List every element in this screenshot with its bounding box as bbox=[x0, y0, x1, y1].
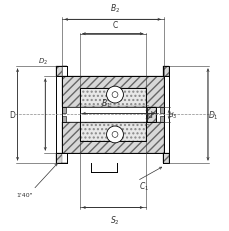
Text: 1'40": 1'40" bbox=[16, 192, 33, 197]
Text: $D_2$: $D_2$ bbox=[38, 56, 48, 67]
Text: C: C bbox=[112, 21, 117, 30]
Polygon shape bbox=[62, 76, 163, 107]
Text: d: d bbox=[147, 110, 152, 119]
Polygon shape bbox=[162, 67, 169, 76]
Circle shape bbox=[106, 126, 123, 143]
Polygon shape bbox=[159, 116, 163, 123]
Polygon shape bbox=[56, 67, 67, 76]
Polygon shape bbox=[79, 88, 145, 107]
Polygon shape bbox=[62, 107, 65, 114]
Polygon shape bbox=[162, 154, 169, 164]
Text: $S_2$: $S_2$ bbox=[110, 213, 119, 225]
Circle shape bbox=[112, 92, 117, 98]
Polygon shape bbox=[56, 154, 67, 164]
Polygon shape bbox=[159, 107, 163, 114]
Text: $B_2$: $B_2$ bbox=[109, 2, 120, 15]
Text: $C_1$: $C_1$ bbox=[138, 179, 148, 192]
Text: $B_1$: $B_1$ bbox=[101, 97, 111, 109]
Polygon shape bbox=[147, 107, 155, 123]
Polygon shape bbox=[62, 116, 65, 123]
Text: D: D bbox=[9, 110, 15, 119]
Circle shape bbox=[106, 87, 123, 103]
Text: $d_3$: $d_3$ bbox=[167, 110, 176, 120]
Polygon shape bbox=[79, 123, 145, 141]
Text: $D_1$: $D_1$ bbox=[207, 109, 218, 121]
Polygon shape bbox=[62, 123, 163, 154]
Circle shape bbox=[112, 132, 117, 138]
